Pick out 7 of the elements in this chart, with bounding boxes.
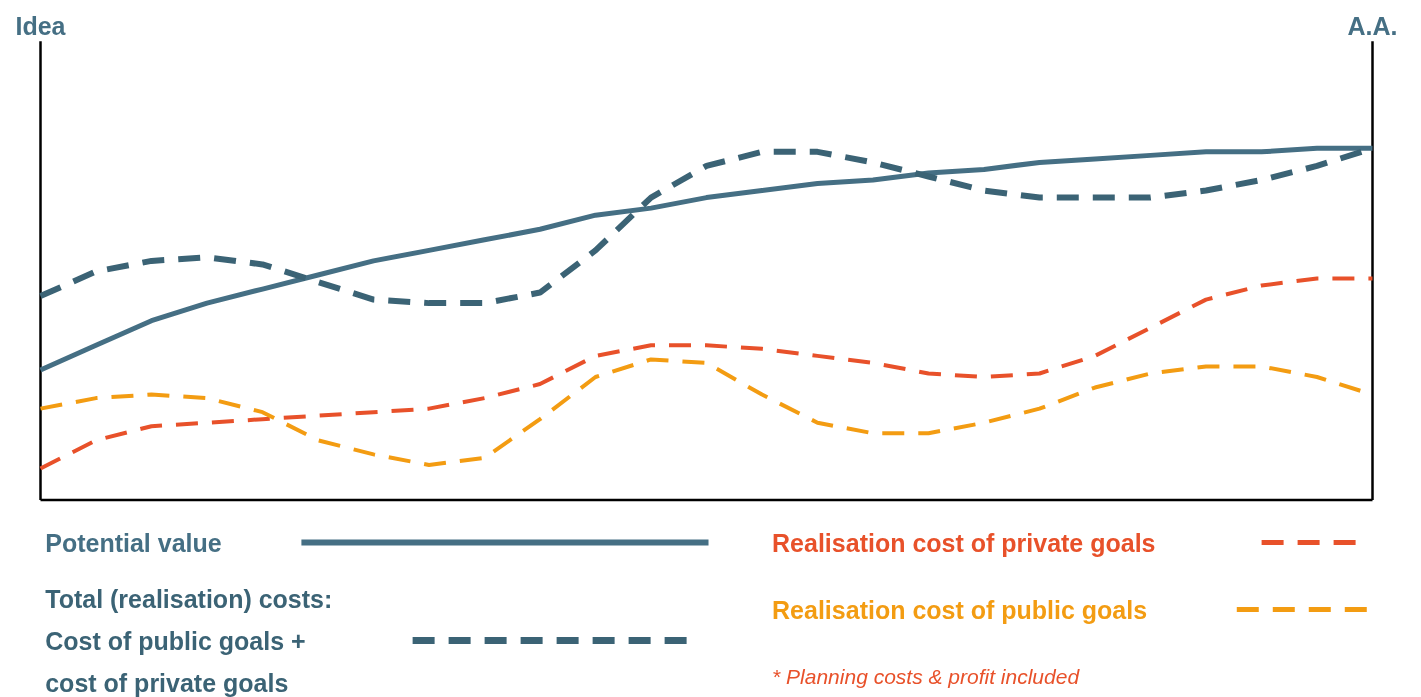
text: Total (realisation) costs: Cost of public goals + cost of private goals (45, 584, 333, 697)
text: Realisation cost of public goals (772, 595, 1148, 624)
text: Realisation cost of private goals (772, 528, 1156, 557)
text: A.A. (1347, 11, 1398, 40)
text: Idea (15, 11, 67, 40)
text: * Planning costs & profit included (772, 665, 1081, 688)
text: Potential value (45, 528, 222, 557)
